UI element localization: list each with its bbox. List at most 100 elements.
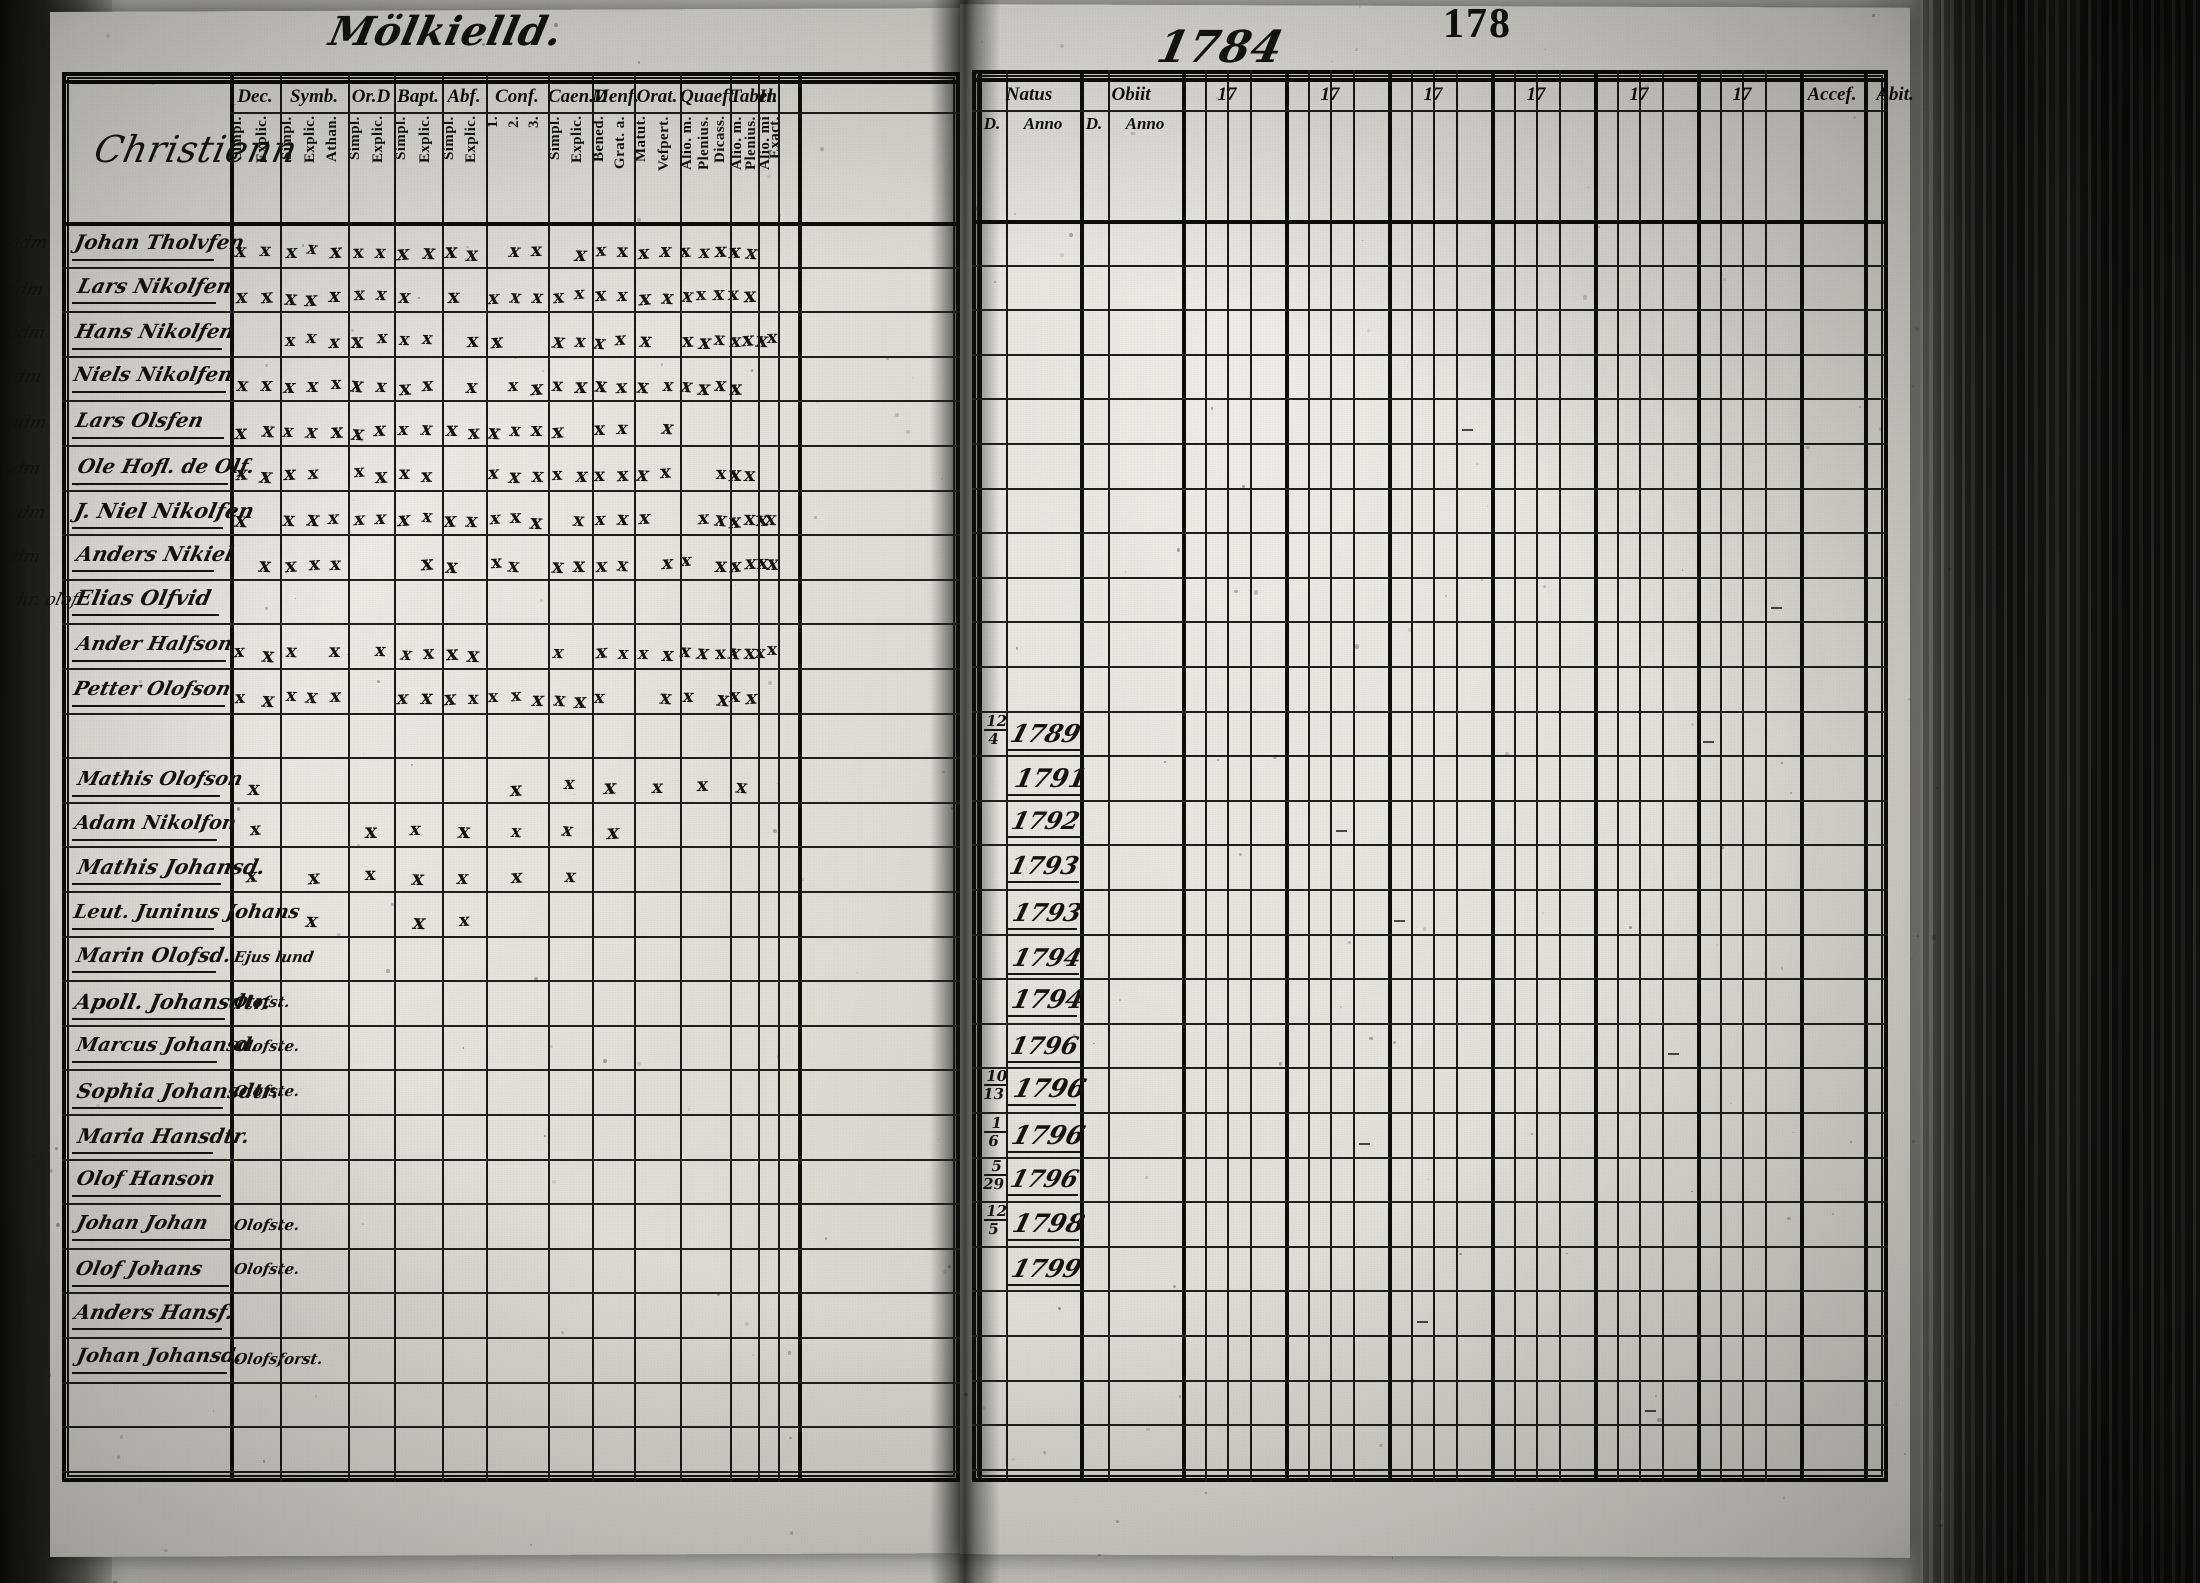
row-rule	[62, 267, 960, 269]
row-rule	[972, 711, 1888, 713]
natus-year-underline	[1008, 928, 1077, 930]
row-rule	[62, 311, 960, 313]
column-header-menf: Menf.	[592, 87, 634, 106]
header-mid-rule	[230, 112, 960, 114]
column-subheader: Plenius.	[697, 116, 714, 218]
name-underline	[72, 1107, 223, 1109]
row-rule	[972, 666, 1888, 668]
natus-year-cell: 1796	[1011, 1077, 1089, 1102]
row-rule	[972, 1067, 1888, 1069]
header-bottom-rule	[62, 222, 960, 226]
column-header-quaeft: Quaeft.	[680, 87, 730, 106]
check-mark: x	[510, 508, 522, 527]
check-mark: x	[331, 376, 342, 394]
column-rule	[1205, 70, 1207, 1482]
margin-note: adm	[1, 547, 43, 567]
row-rule	[62, 1114, 960, 1116]
check-mark: x	[595, 556, 608, 576]
check-mark: x	[308, 867, 321, 888]
row-rule	[972, 934, 1888, 936]
check-mark: x	[572, 555, 586, 576]
name-cell: Elias Olfvid	[74, 588, 213, 609]
check-mark: x	[715, 241, 728, 261]
natus-year-cell: 1796	[1007, 1167, 1081, 1191]
check-mark: x	[595, 243, 607, 261]
check-mark: x	[552, 467, 563, 485]
check-mark: x	[742, 466, 755, 485]
check-mark: x	[374, 465, 387, 486]
natus-year-cell: 1794	[1009, 946, 1084, 970]
check-mark: x	[728, 286, 740, 304]
check-mark: x	[552, 690, 567, 710]
margin-note: adm	[0, 459, 42, 479]
check-mark: x	[697, 776, 709, 795]
name-cell: Ole Hofl. de Olf.	[76, 457, 257, 477]
check-mark: x	[354, 286, 366, 305]
column-header-in: In	[758, 87, 778, 106]
row-rule	[972, 800, 1888, 802]
natus-year-cell: 1789	[1007, 722, 1083, 747]
row-rule	[62, 846, 960, 848]
column-rule	[1559, 70, 1561, 1482]
check-mark: x	[260, 287, 273, 308]
check-mark: x	[457, 820, 472, 841]
check-mark: x	[307, 465, 319, 484]
inline-note: Olofsforst.	[233, 1352, 324, 1367]
natus-year-cell: 1793	[1010, 901, 1084, 925]
check-mark: x	[617, 465, 629, 485]
column-rule	[1411, 70, 1413, 1482]
column-rule	[1662, 70, 1664, 1482]
check-mark: x	[233, 422, 248, 442]
natus-year-underline	[1008, 1104, 1076, 1106]
row-rule	[972, 354, 1888, 356]
column-header-tabel: Tabel.	[730, 87, 758, 106]
check-mark: x	[697, 510, 709, 529]
column-rule	[1742, 70, 1744, 1482]
check-mark: x	[376, 330, 388, 348]
natus-year-underline	[1008, 881, 1079, 883]
name-underline	[72, 348, 222, 350]
check-mark: x	[421, 375, 434, 395]
column-subheader: Matut.	[634, 116, 657, 218]
check-mark: x	[447, 287, 461, 307]
check-mark: x	[728, 464, 742, 485]
check-mark: x	[488, 510, 501, 528]
name-cell: J. Niel Nikolfen	[73, 501, 256, 522]
row-rule	[62, 356, 960, 358]
row-rule	[62, 1292, 960, 1294]
check-mark: x	[250, 820, 261, 839]
natus-year-cell: 1791	[1012, 767, 1089, 793]
name-cell: Johan Johan	[75, 1213, 210, 1232]
column-subheader: Simpl.	[394, 116, 418, 218]
natus-day-numerator: 10	[982, 1069, 1011, 1083]
check-mark: x	[660, 464, 671, 483]
check-mark: x	[330, 421, 344, 442]
column-rule	[442, 72, 444, 1482]
natus-day-denominator: 4	[979, 733, 1008, 747]
margin-note: adm	[6, 323, 48, 343]
check-mark: x	[573, 690, 588, 711]
column-rule	[1765, 70, 1767, 1482]
tick-dash	[1668, 1053, 1679, 1055]
row-rule	[972, 889, 1888, 891]
name-cell: Maria Hansdtr.	[76, 1126, 251, 1146]
name-cell: Niels Nikolfen	[72, 365, 235, 385]
column-rule	[1720, 70, 1722, 1482]
row-rule	[62, 668, 960, 670]
check-mark: x	[374, 642, 387, 660]
check-mark: x	[420, 467, 433, 486]
check-mark: x	[681, 331, 694, 351]
column-rule	[1250, 70, 1252, 1482]
row-rule	[62, 1159, 960, 1161]
check-mark: x	[764, 509, 777, 529]
column-subheader: Plenius.	[744, 116, 758, 218]
check-mark: x	[459, 913, 470, 931]
row-rule	[972, 309, 1888, 311]
row-rule	[972, 978, 1888, 980]
name-underline	[72, 971, 216, 973]
check-mark: x	[728, 511, 742, 532]
column-rule	[348, 72, 350, 1482]
check-mark: x	[398, 465, 410, 483]
column-rule	[1330, 70, 1332, 1482]
column-header-orat: Orat.	[634, 87, 680, 106]
